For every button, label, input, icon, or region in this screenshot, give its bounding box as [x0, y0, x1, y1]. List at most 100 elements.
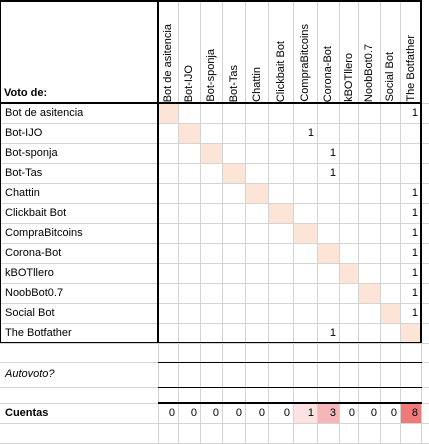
gridline-vertical — [245, 0, 246, 444]
column-header[interactable]: Social Bot — [380, 2, 400, 102]
row-label[interactable]: Corona-Bot — [5, 247, 62, 259]
column-header[interactable]: Bot-sponja — [200, 2, 222, 102]
gridline-horizontal — [0, 223, 429, 224]
vote-cell[interactable]: 1 — [411, 247, 418, 259]
border-autovoto-top — [158, 362, 422, 363]
self-vote-cell[interactable] — [222, 163, 245, 183]
self-vote-cell[interactable] — [317, 243, 339, 263]
gridline-horizontal — [0, 303, 429, 304]
column-header[interactable]: kBOTllero — [339, 2, 358, 102]
row-label[interactable]: Bot-Tas — [5, 167, 43, 179]
self-vote-cell[interactable] — [400, 323, 421, 343]
count-cell[interactable]: 3 — [329, 407, 336, 419]
column-header-label: kBOTllero — [342, 53, 355, 102]
row-label[interactable]: Bot de asitencia — [5, 107, 84, 119]
column-header[interactable]: Corona-Bot — [317, 2, 339, 102]
count-cell[interactable]: 0 — [212, 407, 219, 419]
vote-cell[interactable]: 1 — [329, 327, 336, 339]
gridline-horizontal — [0, 243, 429, 244]
row-label[interactable]: kBOTllero — [5, 267, 54, 279]
column-header-label: Bot-sponja — [205, 49, 217, 102]
gridline-vertical — [268, 0, 269, 444]
row-label[interactable]: Bot-sponja — [5, 147, 58, 159]
count-cell[interactable]: 8 — [411, 407, 418, 419]
self-vote-cell[interactable] — [158, 103, 178, 123]
border-labels-right — [157, 0, 159, 343]
border-cuentas-top — [158, 402, 422, 404]
column-header[interactable]: NoobBot0.7 — [358, 2, 380, 102]
row-label[interactable]: CompraBitcoins — [5, 227, 83, 239]
gridline-vertical — [339, 0, 340, 444]
column-header-label: Bot-IJO — [183, 64, 195, 102]
gridline-horizontal — [0, 183, 429, 184]
self-vote-cell[interactable] — [339, 263, 358, 283]
vote-cell[interactable]: 1 — [411, 107, 418, 119]
autovoto-label[interactable]: Autovoto? — [5, 368, 55, 380]
self-vote-cell[interactable] — [358, 283, 380, 303]
gridline-horizontal — [0, 263, 429, 264]
count-cell[interactable]: 0 — [370, 407, 377, 419]
column-header[interactable]: Bot-Tas — [222, 2, 245, 102]
gridline-vertical — [317, 0, 318, 444]
count-cell[interactable]: 0 — [235, 407, 242, 419]
self-vote-cell[interactable] — [178, 123, 200, 143]
column-header[interactable]: CompraBitcoins — [293, 2, 317, 102]
vote-cell[interactable]: 1 — [411, 187, 418, 199]
column-header-label: Chattin — [250, 67, 263, 102]
row-label[interactable]: Bot-IJO — [5, 127, 43, 139]
column-header-label: Bot-Tas — [227, 64, 240, 102]
count-cell[interactable]: 0 — [168, 407, 175, 419]
vote-cell[interactable]: 1 — [329, 147, 336, 159]
gridline-vertical — [293, 0, 294, 444]
column-header[interactable]: The Botfather — [400, 2, 421, 102]
gridline-horizontal — [0, 423, 429, 424]
gridline-horizontal — [0, 163, 429, 164]
corner-label[interactable]: Voto de: — [4, 87, 48, 99]
gridline-vertical — [380, 0, 381, 444]
vote-cell[interactable]: 1 — [411, 307, 418, 319]
column-header[interactable]: Clickbait Bot — [268, 2, 293, 102]
count-cell[interactable]: 0 — [390, 407, 397, 419]
count-cell[interactable]: 1 — [307, 407, 314, 419]
self-vote-cell[interactable] — [293, 223, 317, 243]
column-header-label: Corona-Bot — [322, 45, 334, 102]
count-highlight — [293, 403, 317, 423]
gridline-vertical — [400, 0, 401, 444]
column-header[interactable]: Chattin — [245, 2, 268, 102]
self-vote-cell[interactable] — [200, 143, 222, 163]
self-vote-cell[interactable] — [380, 303, 400, 323]
column-header-label: Bot de asitencia — [162, 23, 174, 102]
border-autovoto-bottom — [158, 387, 422, 388]
row-label[interactable]: NoobBot0.7 — [5, 287, 64, 299]
gridline-horizontal — [0, 323, 429, 324]
row-label[interactable]: Clickbait Bot — [5, 207, 67, 219]
column-header[interactable]: Bot de asitencia — [158, 2, 178, 102]
gridline-vertical — [200, 0, 201, 444]
count-cell[interactable]: 0 — [190, 407, 197, 419]
count-cell[interactable]: 0 — [258, 407, 265, 419]
vote-cell[interactable]: 1 — [411, 207, 418, 219]
row-label[interactable]: Social Bot — [5, 307, 55, 319]
vote-cell[interactable]: 1 — [329, 167, 336, 179]
gridline-horizontal — [0, 123, 429, 124]
border-outer-top — [0, 0, 421, 2]
column-header-label: CompraBitcoins — [299, 24, 311, 102]
vote-cell[interactable]: 1 — [307, 127, 314, 139]
column-header-label: NoobBot0.7 — [363, 43, 375, 102]
self-vote-cell[interactable] — [268, 203, 293, 223]
column-header[interactable]: Bot-IJO — [178, 2, 200, 102]
border-table-right — [420, 0, 422, 343]
row-label[interactable]: Chattin — [5, 187, 40, 199]
column-header-label: The Botfather — [404, 35, 417, 102]
row-label[interactable]: The Botfather — [5, 327, 72, 339]
vote-cell[interactable]: 1 — [411, 267, 418, 279]
self-vote-cell[interactable] — [245, 183, 268, 203]
count-cell[interactable]: 0 — [283, 407, 290, 419]
count-highlight — [400, 403, 421, 423]
cuentas-label[interactable]: Cuentas — [5, 407, 49, 419]
vote-cell[interactable]: 1 — [411, 287, 418, 299]
count-cell[interactable]: 0 — [348, 407, 355, 419]
vote-cell[interactable]: 1 — [411, 227, 418, 239]
column-header-label: Clickbait Bot — [274, 40, 287, 102]
